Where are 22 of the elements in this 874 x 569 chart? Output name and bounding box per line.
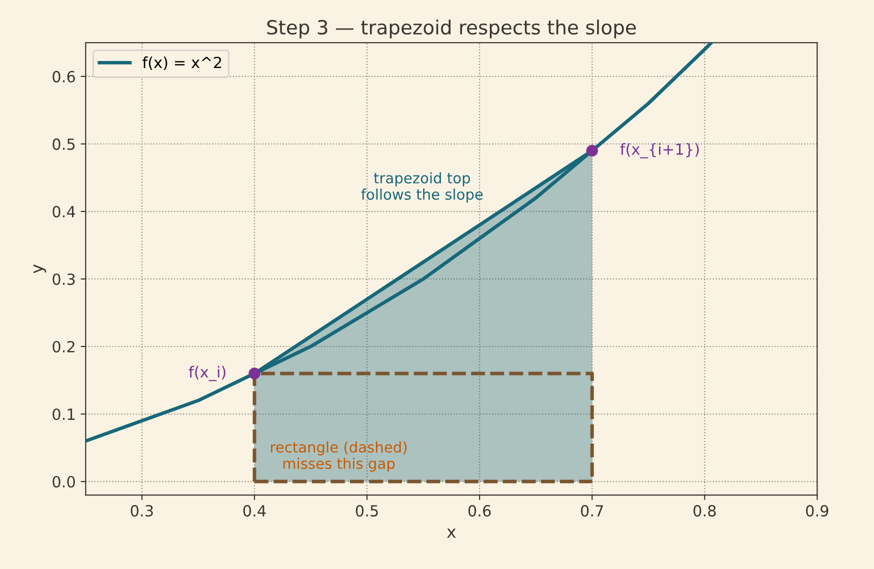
y-tick-label: 0.1 [52, 408, 75, 420]
y-tick-label: 0.3 [52, 273, 75, 285]
x-tick-label: 0.6 [468, 505, 491, 517]
y-tick-label: 0.2 [52, 340, 74, 353]
x-tick-label: 0.8 [694, 505, 716, 517]
x-tick-label: 0.5 [356, 505, 378, 517]
y-tick-label: 0.4 [52, 206, 76, 218]
annotation: f(x_{i+1}) [620, 143, 699, 158]
annotation: rectangle (dashed) misses this gap [271, 441, 407, 472]
x-tick-label: 0.7 [580, 505, 603, 517]
y-tick-label: 0.5 [52, 138, 75, 150]
x-tick-label: 0.9 [806, 505, 828, 517]
annotation: trapezoid top follows the slope [361, 172, 483, 203]
x-tick-label: 0.4 [243, 505, 266, 517]
y-tick-label: 0.0 [52, 476, 75, 488]
chart-title: Step 3 — trapezoid respects the slope [267, 20, 636, 38]
y-tick-label: 0.6 [52, 70, 75, 82]
x-tick-label: 0.3 [130, 505, 153, 517]
x-axis-title: x [446, 528, 456, 538]
annotation: f(x_i) [188, 366, 226, 382]
legend-label: f(x) = x^2 [142, 56, 222, 70]
y-axis-title: y [33, 264, 46, 274]
